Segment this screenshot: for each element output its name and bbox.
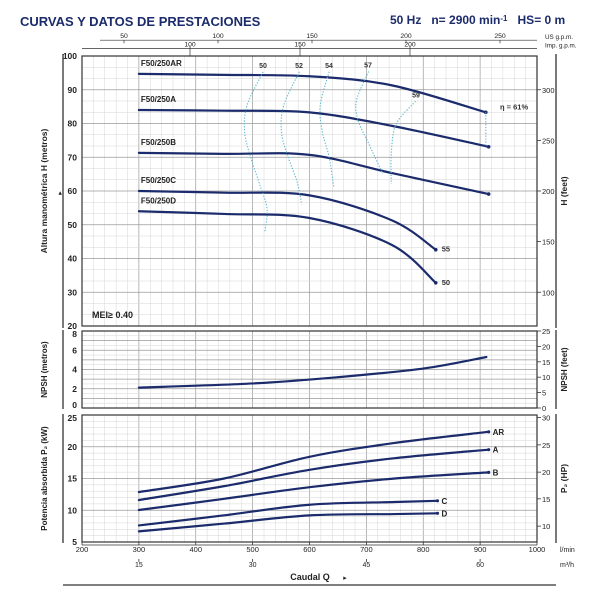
svg-text:F50/250C: F50/250C: [141, 176, 176, 185]
svg-text:30: 30: [542, 414, 550, 423]
svg-text:900: 900: [474, 545, 487, 554]
svg-text:57: 57: [364, 63, 372, 70]
svg-text:m³/h: m³/h: [560, 562, 574, 569]
svg-text:150: 150: [306, 33, 318, 40]
svg-text:200: 200: [76, 545, 89, 554]
svg-text:200: 200: [542, 187, 555, 196]
svg-text:90: 90: [68, 85, 78, 95]
svg-text:40: 40: [68, 254, 78, 264]
svg-text:250: 250: [494, 33, 506, 40]
svg-text:A: A: [493, 446, 499, 455]
svg-text:25: 25: [542, 441, 550, 450]
svg-text:55: 55: [442, 245, 450, 254]
svg-text:C: C: [441, 497, 447, 506]
svg-text:NPSH (feet): NPSH (feet): [560, 347, 569, 391]
svg-text:AR: AR: [493, 428, 505, 437]
svg-text:150: 150: [542, 238, 555, 247]
svg-text:700: 700: [360, 545, 373, 554]
svg-text:Imp. g.p.m.: Imp. g.p.m.: [545, 43, 577, 50]
svg-text:80: 80: [68, 119, 78, 129]
svg-text:50: 50: [442, 278, 450, 287]
svg-text:100: 100: [63, 51, 77, 61]
svg-text:100: 100: [542, 288, 555, 297]
svg-text:10: 10: [542, 522, 550, 531]
svg-text:15: 15: [542, 495, 550, 504]
svg-text:5: 5: [542, 389, 546, 398]
svg-text:70: 70: [68, 152, 78, 162]
svg-text:2: 2: [72, 384, 77, 394]
svg-text:400: 400: [189, 545, 202, 554]
svg-text:50: 50: [68, 220, 78, 230]
svg-text:0: 0: [542, 404, 546, 413]
svg-text:50: 50: [120, 33, 128, 40]
svg-text:F50/250A: F50/250A: [141, 95, 176, 104]
svg-text:0: 0: [72, 400, 77, 410]
svg-text:30: 30: [68, 287, 78, 297]
svg-text:300: 300: [133, 545, 146, 554]
svg-text:H (feet): H (feet): [559, 176, 569, 205]
svg-text:15: 15: [135, 562, 143, 569]
svg-text:500: 500: [246, 545, 259, 554]
svg-text:59: 59: [412, 93, 420, 100]
svg-text:200: 200: [400, 33, 412, 40]
svg-text:F50/250AR: F50/250AR: [141, 59, 182, 68]
svg-text:l/min: l/min: [560, 547, 575, 554]
svg-text:US g.p.m.: US g.p.m.: [545, 34, 573, 41]
svg-text:10: 10: [68, 505, 78, 515]
svg-text:10: 10: [542, 373, 550, 382]
svg-text:4: 4: [72, 365, 77, 375]
svg-text:25: 25: [68, 413, 78, 423]
svg-text:15: 15: [542, 358, 550, 367]
svg-text:45: 45: [362, 562, 370, 569]
svg-text:250: 250: [542, 136, 555, 145]
svg-text:50: 50: [259, 63, 267, 70]
svg-text:300: 300: [542, 86, 555, 95]
svg-text:54: 54: [325, 63, 333, 70]
svg-text:B: B: [493, 468, 499, 477]
svg-text:Caudal Q: Caudal Q: [290, 572, 330, 582]
svg-text:30: 30: [249, 562, 257, 569]
svg-text:25: 25: [542, 327, 550, 336]
svg-text:100: 100: [212, 33, 224, 40]
svg-text:P₂ (HP): P₂ (HP): [559, 464, 569, 493]
svg-text:D: D: [441, 509, 447, 518]
svg-text:52: 52: [295, 63, 303, 70]
svg-text:60: 60: [476, 562, 484, 569]
svg-text:F50/250D: F50/250D: [141, 196, 176, 205]
svg-text:F50/250B: F50/250B: [141, 138, 176, 147]
svg-text:600: 600: [303, 545, 316, 554]
svg-text:Altura manométrica H (metros): Altura manométrica H (metros): [39, 128, 49, 253]
svg-text:6: 6: [72, 345, 77, 355]
svg-text:MEI≥ 0.40: MEI≥ 0.40: [92, 310, 133, 320]
svg-text:20: 20: [542, 468, 550, 477]
svg-text:Potencia absorbida P₂ (kW): Potencia absorbida P₂ (kW): [40, 426, 49, 531]
svg-text:20: 20: [542, 342, 550, 351]
svg-text:15: 15: [68, 474, 78, 484]
svg-text:1000: 1000: [529, 545, 546, 554]
svg-text:η = 61%: η = 61%: [500, 102, 528, 111]
svg-text:NPSH (metros): NPSH (metros): [40, 341, 49, 398]
svg-text:60: 60: [68, 186, 78, 196]
svg-text:▸: ▸: [343, 575, 347, 582]
svg-text:20: 20: [68, 442, 78, 452]
svg-text:800: 800: [417, 545, 430, 554]
svg-text:8: 8: [72, 329, 77, 339]
